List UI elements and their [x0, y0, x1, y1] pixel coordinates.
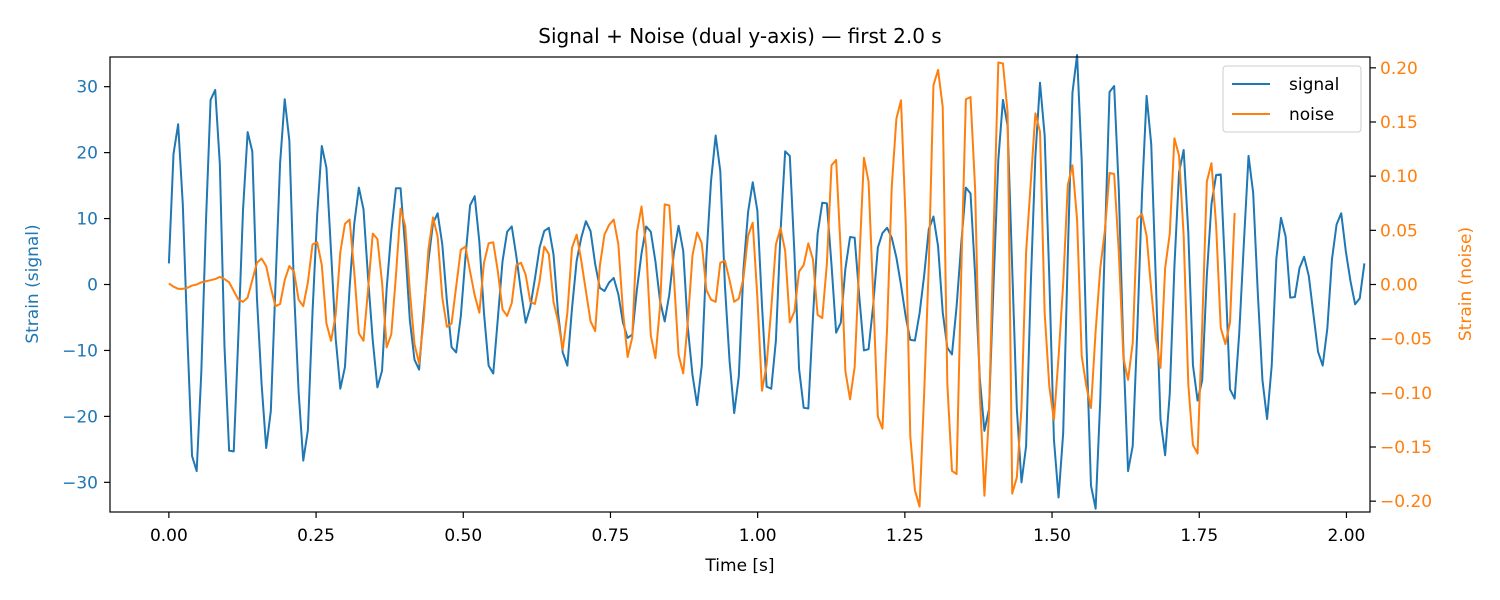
right-y-tick-label: 0.00: [1380, 276, 1418, 296]
right-y-tick-label: 0.10: [1380, 167, 1418, 187]
left-y-tick-label: 10: [76, 210, 98, 230]
plot-area: [110, 57, 1370, 512]
left-y-tick-label: 0: [87, 276, 98, 296]
left-y-tick-label: 30: [76, 78, 98, 98]
left-y-axis: 30 20 10 0 −10 −20 −30: [62, 78, 110, 493]
right-y-tick-label: 0.05: [1380, 221, 1418, 241]
left-y-tick-label: 20: [76, 144, 98, 164]
right-y-axis-title: Strain (noise): [1456, 227, 1476, 341]
x-axis: 0.00 0.25 0.50 0.75 1.00 1.25 1.50 1.75 2.00: [150, 512, 1365, 546]
legend-box: [1222, 65, 1362, 133]
x-axis-title: Time [s]: [704, 556, 774, 576]
x-tick-label: 1.50: [1033, 526, 1071, 546]
right-y-axis: 0.20 0.15 0.10 0.05 0.00 −0.05 −0.10 −0.15 −0.20: [1370, 59, 1432, 512]
x-tick-label: 0.00: [150, 526, 188, 546]
right-y-tick-label: −0.20: [1380, 492, 1432, 512]
x-tick-label: 2.00: [1328, 526, 1366, 546]
x-tick-label: 1.25: [886, 526, 924, 546]
legend-noise-label: noise: [1289, 105, 1334, 125]
left-y-axis-title: Strain (signal): [23, 224, 43, 343]
legend-signal-label: signal: [1289, 75, 1339, 95]
x-tick-label: 1.00: [739, 526, 777, 546]
x-tick-label: 0.25: [297, 526, 335, 546]
left-y-tick-label: −10: [62, 341, 98, 361]
legend: signal noise: [1222, 65, 1362, 133]
right-y-tick-label: 0.15: [1380, 113, 1418, 133]
x-tick-label: 0.75: [592, 526, 630, 546]
x-tick-label: 1.75: [1180, 526, 1218, 546]
right-y-tick-label: −0.15: [1380, 438, 1432, 458]
left-y-tick-label: −30: [62, 473, 98, 493]
chart-title: Signal + Noise (dual y-axis) — first 2.0…: [538, 24, 941, 48]
right-y-tick-label: 0.20: [1380, 59, 1418, 79]
x-tick-label: 0.50: [444, 526, 482, 546]
right-y-tick-label: −0.05: [1380, 330, 1432, 350]
series-lines: [167, 54, 1366, 510]
series-line-noise: [168, 61, 1236, 508]
right-y-tick-label: −0.10: [1380, 384, 1432, 404]
left-y-tick-label: −20: [62, 407, 98, 427]
